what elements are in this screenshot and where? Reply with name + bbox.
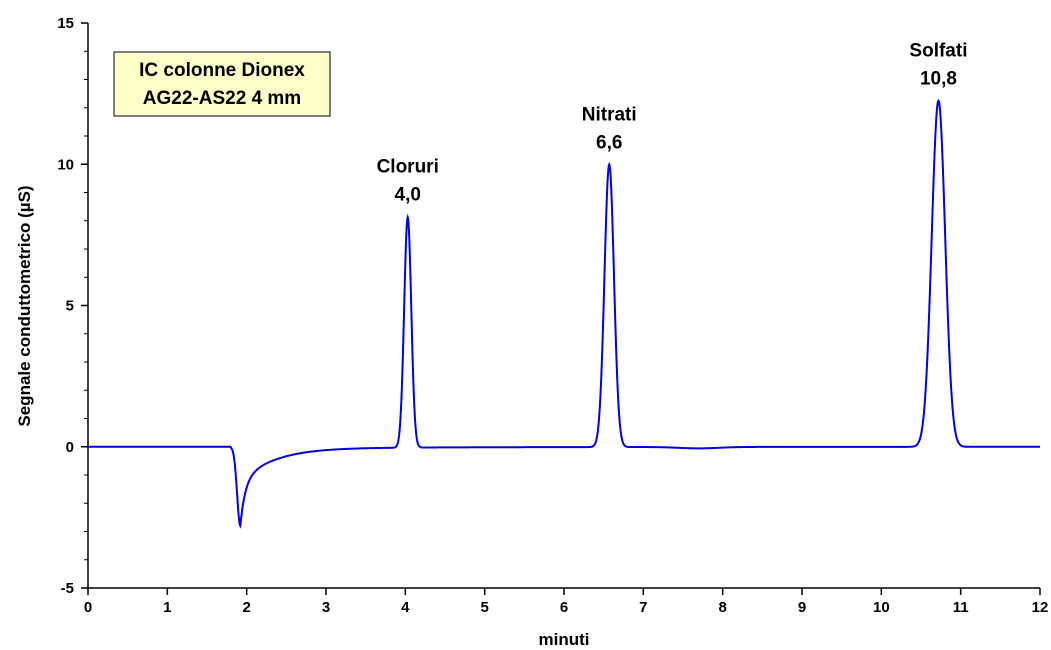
x-tick-label: 2 xyxy=(242,599,250,616)
y-axis-ticks: -5 0 5 10 15 xyxy=(57,15,88,597)
x-tick-label: 10 xyxy=(873,599,890,616)
peak-annotation: Solfati 10,8 xyxy=(909,41,967,90)
x-tick-label: 6 xyxy=(560,599,568,616)
y-tick-label: 15 xyxy=(57,15,74,32)
x-tick-label: 4 xyxy=(401,599,410,616)
x-tick-label: 0 xyxy=(84,599,92,616)
x-tick-label: 8 xyxy=(718,599,726,616)
x-tick-label: 7 xyxy=(639,599,647,616)
x-tick-label: 12 xyxy=(1032,599,1049,616)
y-tick-label: 10 xyxy=(57,156,74,173)
x-axis-ticks: 0 1 2 3 4 5 6 7 8 9 10 11 12 xyxy=(84,588,1049,616)
peak-name: Nitrati xyxy=(582,104,637,125)
x-tick-label: 5 xyxy=(480,599,488,616)
info-box-line-1: IC colonne Dionex xyxy=(139,60,305,81)
x-tick-label: 11 xyxy=(953,599,969,616)
peak-annotation: Nitrati 6,6 xyxy=(582,104,637,153)
peak-retention-time: 10,8 xyxy=(920,69,957,90)
x-tick-label: 9 xyxy=(798,599,806,616)
peak-annotations: Cloruri 4,0 Nitrati 6,6 Solfati 10,8 xyxy=(377,41,968,206)
x-tick-label: 3 xyxy=(322,599,330,616)
info-box-line-2: AG22-AS22 4 mm xyxy=(143,88,301,109)
peak-retention-time: 4,0 xyxy=(395,185,421,206)
peak-annotation: Cloruri 4,0 xyxy=(377,157,439,206)
x-axis-title: minuti xyxy=(539,630,590,649)
y-tick-label: 0 xyxy=(66,439,74,456)
info-box: IC colonne Dionex AG22-AS22 4 mm xyxy=(114,52,330,116)
peak-retention-time: 6,6 xyxy=(596,132,622,153)
x-tick-label: 1 xyxy=(163,599,171,616)
y-axis-title: Segnale conduttometrico (µS) xyxy=(15,185,34,426)
series-line xyxy=(88,101,1040,526)
y-tick-label: 5 xyxy=(66,298,74,315)
y-tick-label: -5 xyxy=(61,580,74,597)
peak-name: Cloruri xyxy=(377,157,439,178)
peak-name: Solfati xyxy=(909,41,967,62)
